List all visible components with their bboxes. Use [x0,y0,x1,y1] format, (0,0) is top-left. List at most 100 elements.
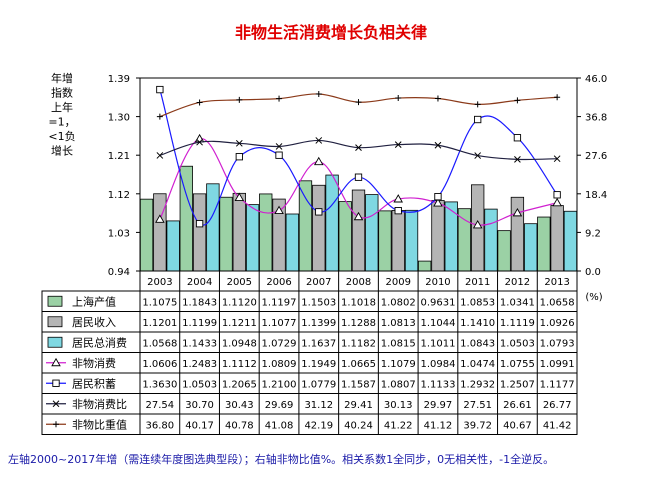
bar-居民总消费 [245,204,260,272]
data-label: 1.1503 [301,297,336,308]
data-label: 41.42 [543,420,572,431]
bar-上海产值 [497,230,511,272]
data-label: 1.0779 [301,379,336,390]
bar-居民收入 [153,193,167,272]
data-label: 1.0729 [262,338,297,349]
data-label: 1.1044 [420,318,455,329]
right-tick-label: 18.4 [585,190,607,201]
left-axis-label-line: <1负 [48,129,75,143]
data-label: 1.0606 [142,359,177,370]
data-label: 27.54 [146,400,175,411]
bar-上海产值 [418,260,432,272]
bar-居民总消费 [484,208,498,272]
point-居民积蓄 [474,115,482,124]
bar-居民总消费 [325,174,339,272]
legend-key-居民收入 [47,316,63,328]
point-非物消费 [274,205,284,215]
data-label: 1.0755 [500,359,535,370]
point-非物消费 [472,220,483,229]
right-axis-unit: (%) [585,292,602,303]
bar-居民总消费 [563,210,578,272]
bar-居民收入 [391,209,405,272]
right-tick-label: 46.0 [585,74,607,85]
bar-居民总消费 [285,213,299,272]
data-label: 1.1199 [182,318,217,329]
legend-marker-非物比重值 [53,421,59,428]
data-label: 41.08 [265,420,294,431]
data-label: 1.0474 [460,359,495,370]
legend-label: 非物消费比 [72,397,127,411]
data-label: 1.0948 [222,338,257,349]
data-label: 1.2483 [182,359,217,370]
point-非物消费 [393,194,404,203]
point-非物比重值 [315,90,322,97]
left-axis-label-line: 增长 [51,144,73,158]
point-居民积蓄 [354,173,363,181]
point-居民积蓄 [195,220,204,228]
bar-居民总消费 [365,194,379,272]
plot-area: 1.39 1.30 1.21 1.12 1.03 0.94 46.0 36.8 27.6 18.4… [48,71,607,303]
data-label: 1.0568 [142,338,177,349]
bar-上海产值 [259,193,273,272]
data-label: 1.0503 [182,379,217,390]
left-tick-label: 1.39 [108,74,130,85]
legend-marker-非物消费 [51,357,61,367]
data-label: 1.0807 [381,379,416,390]
data-label: 1.1133 [420,379,455,390]
data-label: 26.77 [543,400,572,411]
point-居民积蓄 [553,191,561,199]
bar-居民总消费 [444,201,458,272]
point-非物消费比 [394,141,402,148]
data-label: 1.0853 [460,297,495,308]
point-非物消费 [313,156,324,166]
data-label: 1.2507 [500,379,535,390]
data-label: 1.1018 [341,297,376,308]
chart-footnote: 左轴2000~2017年增（需连续年度图选典型段）；右轴非物比值%。相关系数1全… [8,452,554,466]
left-tick-label: 1.21 [108,151,130,162]
left-tick-label: 1.30 [108,113,130,124]
point-非物比重值 [554,94,561,101]
data-label: 1.1201 [142,318,177,329]
legend-marker-非物消费比 [52,400,60,408]
right-tick-label: 9.2 [585,228,601,239]
data-label: 1.1410 [460,318,495,329]
point-非物消费比 [553,155,561,163]
point-居民积蓄 [156,85,164,94]
point-居民积蓄 [235,153,243,161]
bar-上海产值 [338,201,352,272]
data-label: 1.1182 [341,338,376,349]
data-label: 1.0802 [381,297,416,308]
data-label: 1.1011 [420,338,455,349]
bar-上海产值 [378,210,392,272]
left-tick-label: 1.03 [108,228,130,239]
data-label: 1.0843 [460,338,495,349]
data-label: 1.3630 [142,379,177,390]
data-label: 1.1077 [262,318,297,329]
data-label: 1.1075 [142,297,177,308]
point-非物比重值 [236,96,243,103]
point-居民积蓄 [275,151,283,159]
data-label: 36.80 [146,420,175,431]
right-tick-label: 27.6 [585,151,607,162]
data-label: 30.43 [225,400,254,411]
line-居民积蓄 [159,89,558,226]
left-tick-label: 1.12 [108,190,130,201]
data-label: 40.24 [344,420,373,431]
data-label: 1.1211 [222,318,257,329]
point-居民积蓄 [315,208,323,216]
left-tick-label: 0.94 [108,267,130,278]
data-label: 1.1288 [341,318,376,329]
data-label: 26.61 [503,400,532,411]
point-居民积蓄 [513,134,522,142]
data-label: 1.2065 [222,379,257,390]
data-label: 39.72 [463,420,492,431]
data-label: 30.70 [185,400,214,411]
legend-label: 居民收入 [72,315,116,329]
data-label: 1.0658 [540,297,575,308]
data-label: 1.0991 [540,359,575,370]
point-居民积蓄 [394,207,402,215]
bar-居民收入 [550,205,564,272]
data-label: 1.0793 [540,338,575,349]
data-label: 1.1197 [262,297,297,308]
data-label: 1.0813 [381,318,416,329]
